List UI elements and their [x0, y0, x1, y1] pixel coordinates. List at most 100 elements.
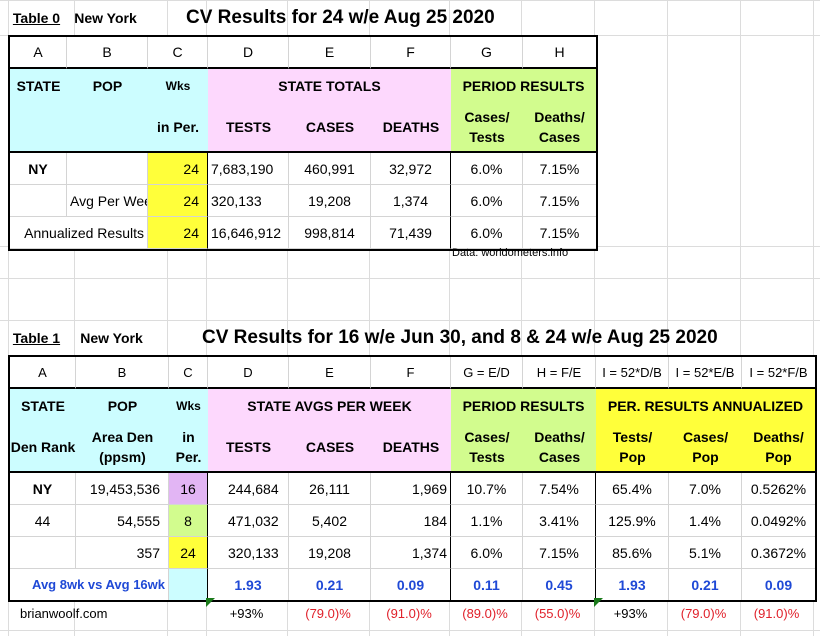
table-cell [67, 153, 148, 185]
table-cell: 7,683,190 [208, 153, 289, 185]
table0-state-name: New York [74, 9, 137, 26]
header-wks: Wks [169, 389, 208, 423]
header-den-rank: Den Rank [10, 423, 76, 473]
avg-ratio-value: 0.21 [289, 569, 371, 600]
table1-state-name: New York [80, 329, 143, 346]
avg-ratio-value: 0.09 [764, 576, 793, 593]
table-cell: 1,374 [371, 537, 451, 569]
avg-ratio-value: 0.09 [371, 569, 451, 600]
header-wks: Wks [148, 69, 208, 103]
table-row: NY 19,453,536 16 244,684 26,111 1,969 10.7% 7.5… [10, 473, 815, 505]
table-cell [10, 185, 67, 217]
table-cell: 19,208 [289, 185, 371, 217]
comment-marker-icon [594, 598, 603, 607]
table-cell: 7.15% [523, 537, 596, 569]
column-letter: F [371, 37, 451, 69]
table-cell: 85.6% [596, 537, 669, 569]
table-cell: 7.15% [523, 217, 596, 249]
table-cell: 320,133 [208, 185, 289, 217]
header-pop: POP [67, 69, 148, 103]
header-tests: TESTS [208, 423, 289, 473]
column-letter: I = 52*D/B [596, 357, 669, 389]
table-cell: 7.15% [523, 153, 596, 185]
table-cell: 10.7% [451, 473, 523, 505]
column-letter: I = 52*E/B [669, 357, 742, 389]
table-cell: 26,111 [289, 473, 371, 505]
header-area-den: Area Den (ppsm) [76, 423, 169, 473]
header-cases-tests: Cases/ Tests [451, 423, 523, 473]
column-letter: E [289, 357, 371, 389]
empty-cell [169, 569, 208, 600]
table-cell: 7.15% [523, 185, 596, 217]
header-cases-tests: Cases/ Tests [451, 103, 523, 153]
avg-ratio-value: 0.21 [669, 569, 742, 600]
table-cell: 125.9% [596, 505, 669, 537]
column-letter: B [67, 37, 148, 69]
avg-ratio-value: 0.45 [523, 569, 596, 600]
table-cell: 7.0% [669, 473, 742, 505]
column-letter: C [148, 37, 208, 69]
table-cell: 24 [148, 153, 208, 185]
avg-comparison-label: Avg 8wk vs Avg 16wk [10, 569, 169, 600]
column-letter: G [451, 37, 523, 69]
header-cases-pop: Cases/ Pop [669, 423, 742, 473]
header-tests-pop: Tests/ Pop [596, 423, 669, 473]
table-row: 44 54,555 8 471,032 5,402 184 1.1% 3.41% 125.9% 1… [10, 505, 815, 537]
column-letter: G = E/D [451, 357, 523, 389]
header-state: STATE [10, 389, 76, 423]
header-period-results: PERIOD RESULTS [451, 69, 596, 103]
table-cell: 1.4% [669, 505, 742, 537]
comment-marker-icon [206, 598, 215, 607]
table-cell: 16 [169, 473, 208, 505]
table-cell: 19,453,536 [76, 473, 169, 505]
header-period-results: PERIOD RESULTS [451, 389, 596, 423]
table-cell: 0.5262% [742, 473, 815, 505]
avg-ratio-value: 1.93 [596, 569, 669, 600]
table-cell: 0.0492% [742, 505, 815, 537]
table-cell: 1.1% [451, 505, 523, 537]
table-cell: NY [10, 473, 76, 505]
table1-heading: CV Results for 16 w/e Jun 30, and 8 & 24… [202, 326, 718, 348]
table1-title-row: Table 1 New York CV Results for 16 w/e J… [8, 320, 718, 355]
header-per-results-annualized: PER. RESULTS ANNUALIZED [596, 389, 815, 423]
column-letter: H = F/E [523, 357, 596, 389]
table-cell: 471,032 [208, 505, 289, 537]
avg-comparison-row: Avg 8wk vs Avg 16wk 1.93 0.21 0.09 0.11 0.45 1… [10, 569, 815, 600]
avg-ratio-value: 1.93 [208, 569, 289, 600]
table-cell: 5.1% [669, 537, 742, 569]
header-state-avgs-per-week: STATE AVGS PER WEEK [208, 389, 451, 423]
table-cell: 24 [169, 537, 208, 569]
table-row: 357 24 320,133 19,208 1,374 6.0% 7.15% 85.6% 5.1… [10, 537, 815, 569]
table-row: Annualized Results 24 16,646,912 998,814 71,… [10, 217, 596, 249]
table-cell: 44 [10, 505, 76, 537]
table-cell: 54,555 [76, 505, 169, 537]
percent-change-value: (91.0)% [753, 606, 800, 621]
table-cell: 6.0% [451, 153, 523, 185]
column-letter: B [76, 357, 169, 389]
table-cell: 244,684 [208, 473, 289, 505]
table-cell: 320,133 [208, 537, 289, 569]
percent-change-value: (79.0)% [680, 606, 727, 621]
table-cell: 998,814 [289, 217, 371, 249]
table-cell: 71,439 [371, 217, 451, 249]
table-cell: 5,402 [289, 505, 371, 537]
table-cell: 7.54% [523, 473, 596, 505]
header-deaths: DEATHS [371, 103, 451, 153]
percent-change-value: +93% [229, 606, 264, 621]
table-cell: 24 [148, 217, 208, 249]
table-cell: 184 [371, 505, 451, 537]
table-cell: 8 [169, 505, 208, 537]
header-deaths-pop: Deaths/ Pop [742, 423, 815, 473]
header-deaths: DEATHS [371, 423, 451, 473]
percent-change-value: (89.0)% [462, 606, 508, 621]
column-letter: E [289, 37, 371, 69]
header-deaths-cases: Deaths/ Cases [523, 423, 596, 473]
table-cell: 16,646,912 [208, 217, 289, 249]
table-cell: 1,969 [371, 473, 451, 505]
table-cell: 6.0% [451, 537, 523, 569]
header-pop: POP [76, 389, 169, 423]
data-source-note: Data: worldometers.info [452, 247, 569, 259]
table-cell: 1,374 [371, 185, 451, 217]
